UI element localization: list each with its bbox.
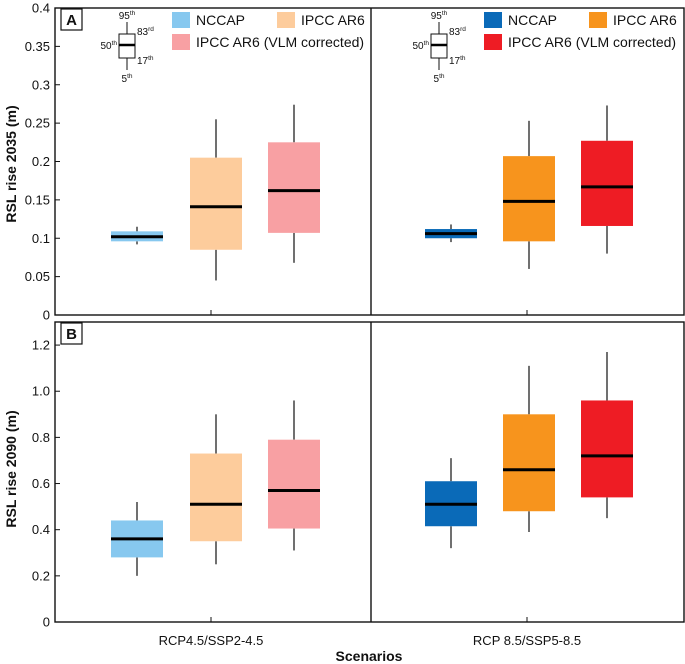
legend-left-swatch-0 xyxy=(172,12,190,28)
box-b-1-2 xyxy=(581,400,633,498)
box-a-1-1 xyxy=(503,156,555,242)
legend-left-swatch-1 xyxy=(277,12,295,28)
box-a-0-1 xyxy=(190,157,242,250)
axis-ticks: 0 0.05 0.1 0.15 0.2 0.25 0.3 0.35 0.4 0 0.2 0.4 0.6 0… xyxy=(25,1,528,630)
y-tick-label: 0.15 xyxy=(25,192,50,207)
y-tick-label: 0.2 xyxy=(32,568,50,583)
legend-right-label-1: IPCC AR6 xyxy=(613,12,677,28)
legend-right-swatch-0 xyxy=(484,12,502,28)
y-tick-label: 0 xyxy=(43,615,50,630)
key-right-p5: 5th xyxy=(434,73,445,85)
panel-b-frame xyxy=(54,321,685,623)
y-tick-label: 1.0 xyxy=(32,384,50,399)
y-tick-label: 1.2 xyxy=(32,338,50,353)
x-tick-label-rcp85: RCP 8.5/SSP5-8.5 xyxy=(473,633,581,648)
panel-a-letter-box: A xyxy=(60,8,83,31)
y-tick-label: 0.4 xyxy=(32,1,50,16)
panel-b-y-axis-label: RSL rise 2090 (m) xyxy=(3,410,19,527)
x-tick-label-rcp45: RCP4.5/SSP2-4.5 xyxy=(159,633,264,648)
key-left-p17: 17th xyxy=(137,55,154,67)
legends: NCCAP IPCC AR6 IPCC AR6 (VLM corrected) NCC… xyxy=(100,10,677,85)
y-tick-label: 0.2 xyxy=(32,154,50,169)
y-tick-label: 0.6 xyxy=(32,476,50,491)
box-a-0-2 xyxy=(268,142,320,233)
y-tick-label: 0.05 xyxy=(25,269,50,284)
y-tick-label: 0.1 xyxy=(32,231,50,246)
key-right-p50: 50th xyxy=(412,40,429,52)
panel-b-letter-box: B xyxy=(60,322,83,345)
box-b-1-1 xyxy=(503,414,555,512)
panel-a-letter: A xyxy=(66,12,77,29)
legend-right-swatch-1 xyxy=(589,12,607,28)
panel-frames xyxy=(54,7,685,623)
key-right-p95: 95th xyxy=(431,10,448,22)
legend-left-swatch-2 xyxy=(172,34,190,50)
legend-left-label-2: IPCC AR6 (VLM corrected) xyxy=(196,34,364,50)
y-tick-label: 0.4 xyxy=(32,522,50,537)
panel-a-y-axis-label: RSL rise 2035 (m) xyxy=(3,105,19,222)
key-left-p50: 50th xyxy=(100,40,117,52)
legend-right-swatch-2 xyxy=(484,34,502,50)
y-tick-label: 0.8 xyxy=(32,430,50,445)
legend-right-label-0: NCCAP xyxy=(508,12,557,28)
y-tick-label: 0.35 xyxy=(25,39,50,54)
legend-right-label-2: IPCC AR6 (VLM corrected) xyxy=(508,34,676,50)
panel-b-letter: B xyxy=(66,326,77,343)
key-left-p95: 95th xyxy=(119,10,136,22)
key-right-p17: 17th xyxy=(449,55,466,67)
box-b-0-2 xyxy=(268,439,320,529)
legend-left-label-0: NCCAP xyxy=(196,12,245,28)
y-tick-label: 0.25 xyxy=(25,116,50,131)
key-left-p83: 83rd xyxy=(137,26,154,38)
y-tick-label: 0 xyxy=(43,308,50,323)
box-b-0-1 xyxy=(190,453,242,542)
key-right-p83: 83rd xyxy=(449,26,466,38)
key-left-p5: 5th xyxy=(122,73,133,85)
legend-left-label-1: IPCC AR6 xyxy=(301,12,365,28)
box-a-1-2 xyxy=(581,140,633,226)
box-marks xyxy=(111,104,633,576)
y-tick-label: 0.3 xyxy=(32,77,50,92)
x-axis-label: Scenarios xyxy=(336,648,403,664)
